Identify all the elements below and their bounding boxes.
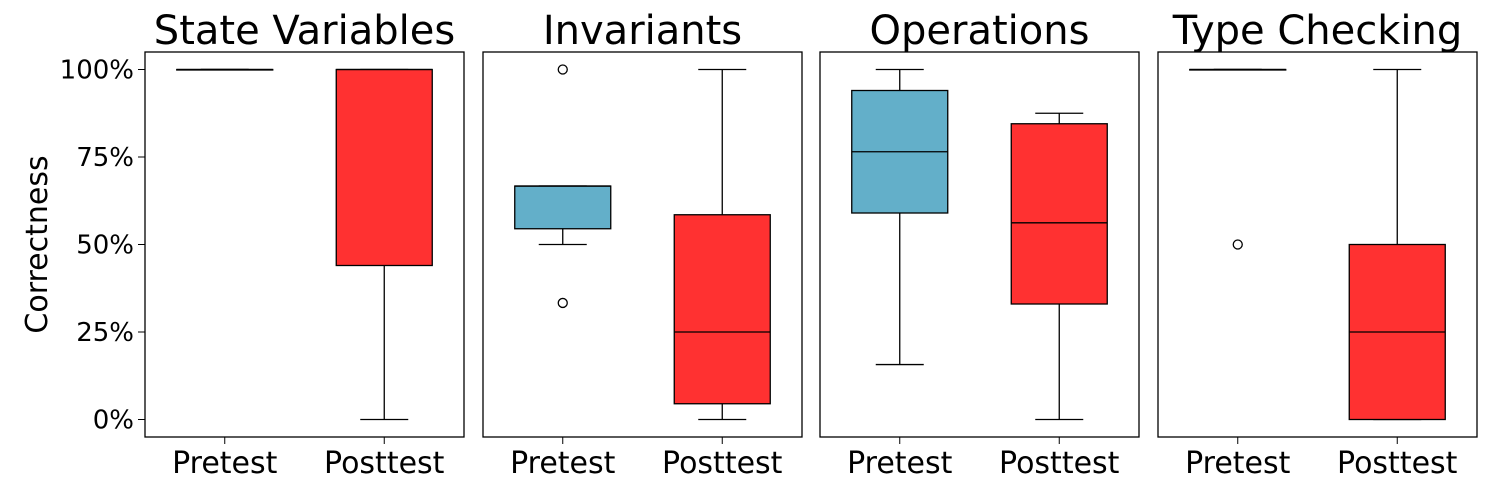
x-tick-label: Pretest [1185,446,1291,481]
x-tick-label: Pretest [172,446,278,481]
box-pretest [514,185,612,230]
box-posttest [1010,123,1108,305]
panel-title: Invariants [543,8,742,54]
y-tick-label: 0% [93,406,134,436]
panel-title: State Variables [154,8,455,54]
panel-frame [144,51,465,438]
panel-title: Operations [870,8,1090,54]
panel-frame [1157,51,1478,438]
x-tick-label: Posttest [324,446,445,481]
x-tick-label: Pretest [510,446,616,481]
y-axis-label: Correctness [20,155,55,333]
box-posttest [673,214,771,405]
outlier-point [557,64,568,75]
panel-frame [819,51,1140,438]
outlier-point [1232,239,1243,250]
x-tick-label: Posttest [662,446,783,481]
x-tick-label: Posttest [1337,446,1458,481]
y-tick-label: 50% [76,231,134,261]
y-tick-label: 100% [60,56,134,86]
panel-frame [482,51,803,438]
x-tick-label: Pretest [847,446,953,481]
panel-title: Type Checking [1172,8,1463,54]
outlier-point [557,297,568,309]
x-tick-label: Posttest [999,446,1120,481]
y-tick-label: 25% [76,318,134,348]
box-posttest [335,68,433,267]
y-tick-label: 75% [76,143,134,173]
